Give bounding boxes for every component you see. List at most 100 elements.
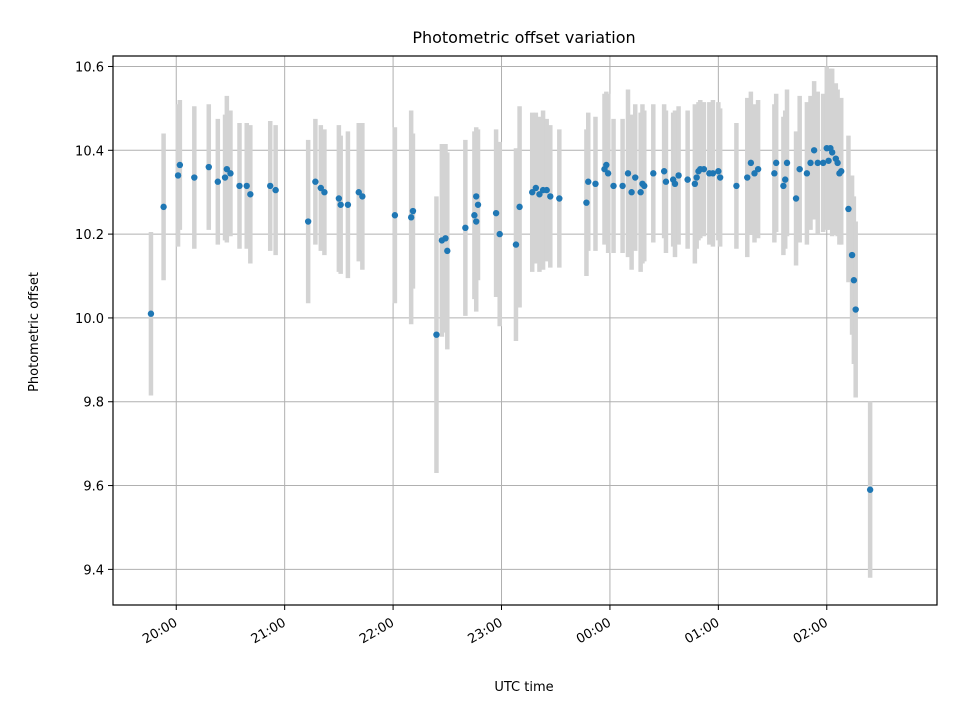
data-point [604, 170, 612, 177]
y-tick-label: 9.4 [83, 563, 104, 578]
data-point [516, 203, 523, 211]
data-point [176, 161, 184, 169]
data-point [532, 184, 540, 192]
data-point [462, 224, 469, 232]
data-point [471, 212, 478, 219]
data-point [272, 186, 279, 194]
x-tick-label: 20:00 [140, 615, 180, 647]
data-point [247, 191, 254, 198]
data-point [236, 182, 243, 190]
data-point [796, 165, 803, 173]
data-point [637, 189, 644, 196]
data-point [819, 159, 827, 167]
data-point [828, 149, 836, 156]
data-point [671, 180, 679, 188]
data-point [632, 174, 639, 181]
data-point [585, 178, 592, 185]
data-point [848, 251, 856, 259]
data-point [344, 201, 352, 208]
data-point [744, 174, 751, 181]
x-tick-label: 02:00 [791, 615, 831, 647]
data-point [543, 186, 550, 194]
data-point [733, 182, 740, 190]
data-point [650, 170, 657, 177]
data-point [529, 189, 536, 196]
data-point [684, 176, 691, 183]
data-point [321, 189, 328, 196]
data-point [751, 170, 758, 177]
data-point [407, 214, 415, 221]
data-point [409, 207, 417, 215]
data-point [852, 306, 859, 313]
data-point [641, 182, 648, 190]
data-point [845, 205, 852, 213]
chart-title: Photometric offset variation [412, 28, 635, 47]
data-point [474, 201, 482, 208]
y-tick-label: 10.0 [75, 312, 104, 327]
data-point [442, 235, 449, 242]
data-point [304, 218, 312, 225]
data-point [444, 247, 451, 255]
data-point [492, 209, 500, 217]
data-point [227, 170, 234, 177]
data-point [496, 230, 503, 238]
y-tick-label: 9.6 [83, 480, 104, 495]
data-point [473, 193, 480, 200]
x-tick-label: 00:00 [574, 615, 614, 647]
data-point [610, 182, 617, 190]
y-tick-label: 9.8 [83, 396, 104, 411]
data-point [834, 159, 841, 167]
data-point [603, 161, 610, 169]
data-point [433, 331, 440, 338]
error-bars [148, 66, 873, 578]
data-point [814, 159, 821, 167]
data-point [754, 165, 762, 173]
x-axis-label: UTC time [494, 680, 553, 695]
data-point [825, 157, 832, 164]
data-point [214, 178, 222, 185]
data-point [691, 180, 699, 188]
data-point [747, 159, 755, 167]
data-point [160, 203, 167, 211]
y-tick-label: 10.2 [75, 228, 104, 243]
data-point [473, 218, 480, 225]
data-point [335, 195, 343, 202]
y-tick-label: 10.4 [75, 144, 104, 159]
data-point [803, 170, 811, 177]
data-point [782, 176, 789, 183]
x-tick-label: 23:00 [466, 615, 506, 647]
data-point [205, 163, 212, 171]
data-point [547, 193, 554, 200]
data-point [312, 178, 319, 185]
data-point [355, 189, 362, 196]
x-tick-label: 21:00 [249, 615, 289, 647]
data-point [359, 193, 366, 200]
data-point [628, 189, 635, 196]
data-point [792, 195, 800, 202]
x-tick-label: 01:00 [682, 615, 722, 647]
data-point [223, 165, 231, 173]
data-point [512, 241, 520, 248]
data-point [660, 168, 668, 175]
data-point [191, 174, 198, 181]
y-tick-label: 10.6 [75, 60, 104, 75]
data-point [850, 277, 858, 284]
data-point [536, 191, 543, 198]
data-point [391, 212, 399, 219]
data-point [267, 182, 274, 190]
data-point [317, 184, 325, 192]
data-point [700, 165, 708, 173]
data-point [780, 182, 787, 190]
y-axis-label: Photometric offset [27, 272, 42, 392]
data-point [772, 159, 780, 167]
data-point [624, 170, 632, 177]
data-point [147, 310, 155, 317]
data-point [866, 486, 874, 493]
data-point [243, 182, 250, 190]
data-point [783, 159, 791, 167]
data-point [693, 174, 700, 181]
data-point [337, 201, 344, 208]
data-point [583, 199, 590, 206]
